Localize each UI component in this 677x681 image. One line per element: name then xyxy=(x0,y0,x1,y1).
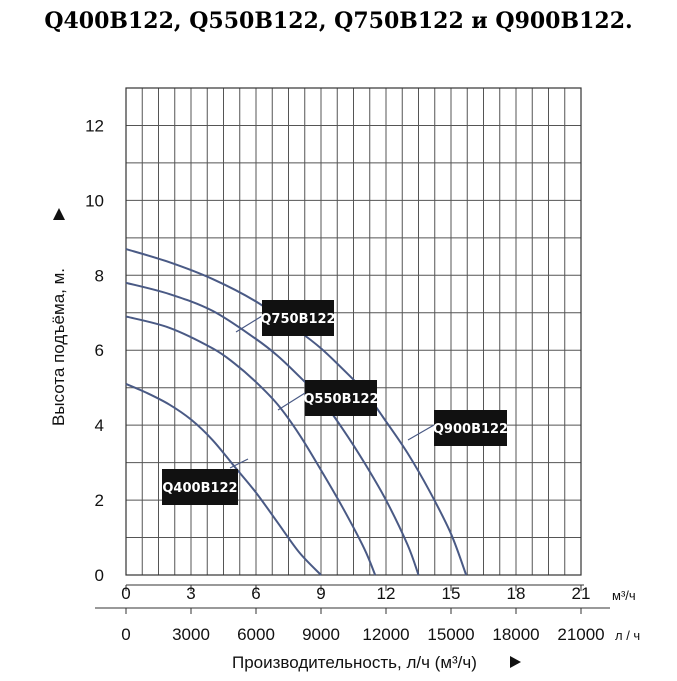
series-line-Q400B122 xyxy=(125,383,322,576)
label-text-Q400B122: Q400B122 xyxy=(162,481,237,496)
x-tick-label-lh: 6000 xyxy=(237,625,275,644)
chart-title: Q400B122, Q550B122, Q750B122 и Q900B122. xyxy=(44,8,633,34)
x-tick-label-lh: 0 xyxy=(121,625,130,644)
label-text-Q550B122: Q550B122 xyxy=(303,392,378,407)
curves xyxy=(125,248,468,576)
x-unit-bottom: л / ч xyxy=(615,628,640,643)
series-line-Q900B122 xyxy=(125,248,468,576)
label-box xyxy=(305,380,377,416)
x-tick-label-lh: 12000 xyxy=(362,625,409,644)
y-tick-label: 6 xyxy=(95,341,104,360)
label-leader xyxy=(277,392,306,411)
x-tick-label-m3h: 3 xyxy=(186,584,195,603)
x-tick-label-m3h: 18 xyxy=(507,584,526,603)
x-unit-top: м³/ч xyxy=(612,588,636,603)
y-axis-arrow-icon xyxy=(53,208,65,220)
y-tick-label: 4 xyxy=(95,416,104,435)
plot-border xyxy=(125,87,582,576)
y-tick-label: 8 xyxy=(95,266,104,285)
label-text-Q900B122: Q900B122 xyxy=(433,422,508,437)
x-tick-label-lh: 18000 xyxy=(492,625,539,644)
ticks: 0 2 4 6 8 10 12 0 3 6 9 12 15 18 21 0 3000 6000 9000 12000 1… xyxy=(85,116,610,644)
x-tick-label-m3h: 12 xyxy=(377,584,396,603)
label-text-Q750B122: Q750B122 xyxy=(260,312,335,327)
x-tick-label-m3h: 6 xyxy=(251,584,260,603)
label-box xyxy=(162,469,238,505)
x-tick-label-m3h: 9 xyxy=(316,584,325,603)
label-box xyxy=(434,410,507,446)
x-tick-label-m3h: 21 xyxy=(572,584,591,603)
series-line-Q550B122 xyxy=(125,315,377,576)
x-tick-label-m3h: 15 xyxy=(442,584,461,603)
x-tick-label-lh: 15000 xyxy=(427,625,474,644)
y-axis-label: Высота подъёма, м. xyxy=(49,268,68,426)
label-leader xyxy=(229,458,249,469)
x-tick-label-m3h: 0 xyxy=(121,584,130,603)
y-tick-label: 2 xyxy=(95,491,104,510)
x-axis-label: Производительность, л/ч (м³/ч) xyxy=(232,653,477,672)
y-tick-label: 12 xyxy=(85,116,104,135)
x-axis-arrow-icon xyxy=(510,656,521,668)
curve-labels: Q400B122 Q550B122 Q750B122 Q900B122 xyxy=(162,300,508,505)
y-tick-label: 0 xyxy=(95,566,104,585)
label-leader xyxy=(235,315,263,333)
x-tick-label-lh: 9000 xyxy=(302,625,340,644)
label-box xyxy=(262,300,334,336)
x-tick-label-lh: 3000 xyxy=(172,625,210,644)
x-tick-label-lh: 21000 xyxy=(557,625,604,644)
label-leader xyxy=(407,424,435,441)
plot-frame xyxy=(125,87,582,576)
y-tick-label: 10 xyxy=(85,191,104,210)
axes-text: Высота подъёма, м. Производительность, л… xyxy=(49,208,640,672)
